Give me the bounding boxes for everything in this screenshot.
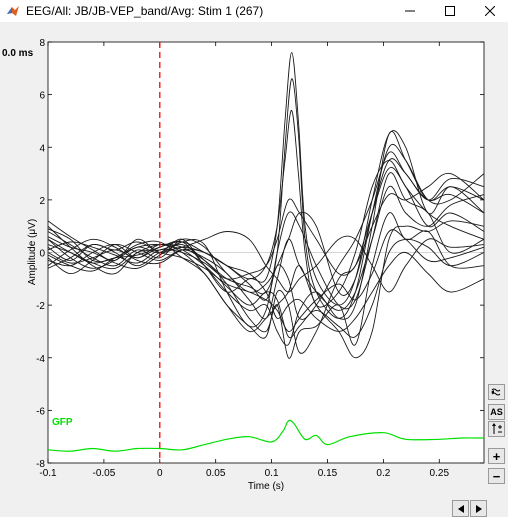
eeg-channel-trace [47, 151, 485, 320]
y-tick-label: -6 [36, 406, 45, 417]
y-tick-label: 2 [39, 196, 45, 207]
eeg-channel-trace [47, 78, 485, 319]
eeg-channel-trace [47, 238, 485, 339]
x-ticks: -0.1 -0.05 0 0.05 0.1 0.15 0.2 0.25 [39, 42, 449, 479]
maximize-icon [445, 6, 455, 16]
x-tick-label: -0.1 [39, 468, 57, 479]
x-tick-label: 0.25 [430, 468, 450, 479]
amplitude-scale-button[interactable] [488, 421, 505, 437]
maximize-button[interactable] [432, 0, 468, 22]
y-tick-label: 0 [39, 249, 45, 260]
close-icon [485, 6, 495, 16]
x-tick-label: 0 [157, 468, 163, 479]
y-tick-label: 4 [39, 143, 45, 154]
minimize-button[interactable] [392, 0, 428, 22]
eeg-channel-trace [47, 212, 485, 359]
eeg-channel-trace [47, 166, 485, 354]
close-button[interactable] [472, 0, 508, 22]
eeg-channel-trace [47, 172, 485, 280]
x-tick-label: 0.05 [206, 468, 226, 479]
scroll-right-icon [475, 504, 482, 513]
zoom-out-button[interactable]: − [488, 468, 505, 484]
x-tick-label: -0.05 [92, 468, 115, 479]
x-axis-label: Time (s) [248, 481, 284, 492]
y-tick-label: -8 [36, 459, 45, 470]
y-tick-label: 6 [39, 91, 45, 102]
y-axis-label: Amplitude (μV) [27, 219, 38, 285]
scroll-left-icon [457, 504, 464, 513]
eeg-channel-trace [47, 229, 485, 332]
y-tick-label: -2 [36, 301, 45, 312]
y-tick-label: -4 [36, 354, 45, 365]
amplitude-scale-icon [491, 423, 502, 434]
scroll-right-button[interactable] [470, 500, 487, 517]
x-tick-label: 0.15 [318, 468, 338, 479]
zoom-in-button[interactable]: + [488, 448, 505, 464]
matlab-icon [7, 6, 19, 16]
scroll-left-button[interactable] [452, 500, 469, 517]
eeg-plot[interactable]: -0.1 -0.05 0 0.05 0.1 0.15 0.2 0.25 -8 -6 -4 -2 0 2 4… [0, 22, 508, 500]
title-bar: EEG/All: JB/JB-VEP_band/Avg: Stim 1 (267… [0, 0, 508, 23]
eeg-traces [47, 52, 485, 359]
eeg-channel-trace [47, 109, 485, 308]
eeg-channel-trace [47, 52, 485, 306]
gfp-label: GFP [52, 417, 73, 428]
gfp-trace [47, 419, 485, 452]
eeg-channel-trace [47, 172, 485, 328]
time-readout: 0.0 ms [2, 48, 34, 59]
display-mode-icon [490, 388, 500, 396]
x-tick-label: 0.1 [265, 468, 279, 479]
window-title: EEG/All: JB/JB-VEP_band/Avg: Stim 1 (267… [26, 4, 264, 18]
display-mode-button[interactable] [488, 384, 505, 400]
auto-scale-button[interactable]: AS [488, 404, 505, 420]
minimize-icon [405, 10, 415, 12]
figure-area: -0.1 -0.05 0 0.05 0.1 0.15 0.2 0.25 -8 -6 -4 -2 0 2 4… [0, 22, 508, 517]
x-tick-label: 0.2 [376, 468, 390, 479]
y-tick-label: 8 [39, 38, 45, 49]
